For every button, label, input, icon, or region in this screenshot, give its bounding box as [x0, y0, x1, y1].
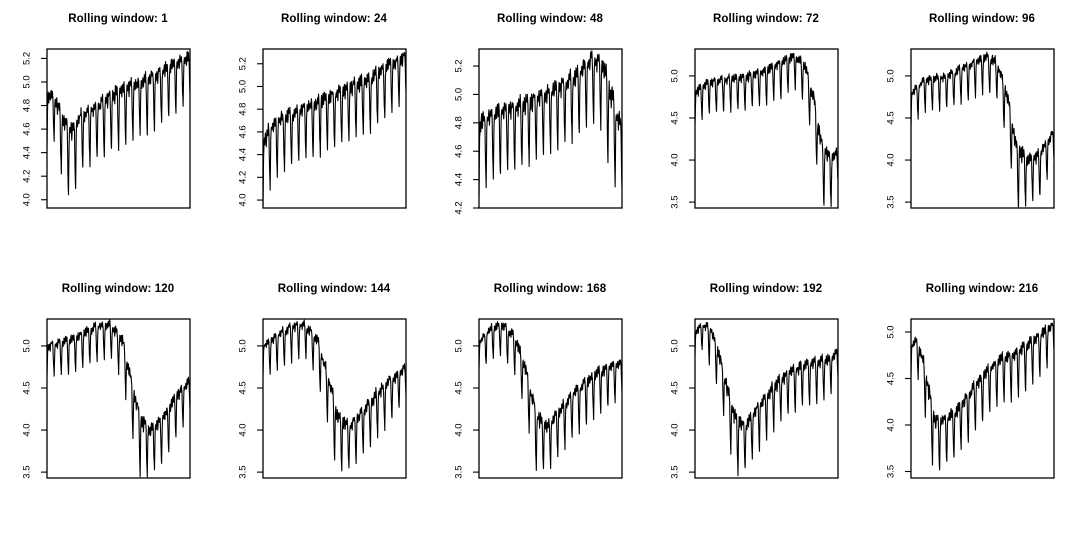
y-axis-tick-label: 4.8 — [22, 99, 33, 112]
y-axis-tick-label: 4.4 — [22, 146, 33, 159]
plot-box — [910, 48, 1055, 209]
panel-plot-area: 4.0 4.2 4.4 4.6 4.8 5.0 5.2 — [238, 48, 407, 209]
panel-rolling-window-144: Rolling window: 144 3.5 4.0 4.5 5.0 — [216, 270, 432, 540]
y-axis-tick-label: 4.0 — [238, 423, 249, 436]
y-axis-tick-label: 5.0 — [22, 339, 33, 352]
y-axis-tick-label: 3.5 — [886, 465, 897, 478]
y-axis-tick-label: 5.0 — [238, 339, 249, 352]
panel-plot-area: 3.5 4.0 4.5 5.0 — [886, 48, 1055, 209]
panel-plot-area: 4.0 4.2 4.4 4.6 4.8 5.0 5.2 — [22, 48, 191, 209]
panel-plot-area: 3.5 4.0 4.5 5.0 — [670, 318, 839, 479]
y-axis-tick-label: 5.0 — [670, 339, 681, 352]
y-axis-tick-label: 4.0 — [886, 418, 897, 431]
y-axis-tick-label: 5.0 — [22, 75, 33, 88]
panel-title: Rolling window: 144 — [277, 283, 391, 295]
y-axis-tick-label: 4.0 — [670, 423, 681, 436]
plot-box — [262, 318, 407, 479]
y-axis-tick-label: 4.4 — [454, 173, 465, 186]
series-line — [479, 50, 622, 199]
y-axis-tick-label: 4.0 — [238, 193, 249, 206]
y-axis-tick-label: 4.5 — [670, 111, 681, 124]
panel-plot-area: 3.5 4.0 4.5 5.0 — [238, 318, 407, 479]
y-axis-tick-label: 5.2 — [238, 57, 249, 70]
series-line — [47, 50, 190, 196]
panel-rolling-window-48: Rolling window: 48 4.2 4.4 4.6 4.8 5.0 5.2 — [432, 0, 648, 270]
panel-title: Rolling window: 216 — [925, 283, 1039, 295]
y-axis-tick-label: 4.5 — [238, 381, 249, 394]
panel-rolling-window-168: Rolling window: 168 3.5 4.0 4.5 5.0 — [432, 270, 648, 540]
y-axis-tick-label: 4.8 — [238, 103, 249, 116]
y-axis-tick-label: 3.5 — [886, 196, 897, 209]
y-axis-tick-label: 5.2 — [22, 52, 33, 65]
y-axis-tick-label: 5.0 — [238, 80, 249, 93]
panel-title: Rolling window: 168 — [493, 283, 607, 295]
y-axis-tick-label: 5.2 — [454, 59, 465, 72]
plot-box — [694, 48, 839, 209]
y-axis-tick-label: 4.0 — [22, 193, 33, 206]
y-axis-tick-label: 4.4 — [238, 148, 249, 161]
series-line — [479, 321, 622, 472]
panel-rolling-window-120: Rolling window: 120 3.5 4.0 4.5 5.0 — [0, 270, 216, 540]
plot-box — [478, 48, 623, 209]
y-axis-tick-label: 4.0 — [886, 153, 897, 166]
y-axis-tick-label: 4.6 — [454, 145, 465, 158]
panel-plot-area: 4.2 4.4 4.6 4.8 5.0 5.2 — [454, 48, 623, 215]
panel-plot-area: 3.5 4.0 4.5 5.0 — [22, 318, 191, 479]
panel-title: Rolling window: 120 — [61, 283, 175, 295]
y-axis-tick-label: 3.5 — [670, 466, 681, 479]
plot-box — [262, 48, 407, 209]
series-line — [911, 51, 1054, 208]
series-line — [263, 51, 406, 207]
panel-title: Rolling window: 48 — [497, 13, 603, 25]
y-axis-tick-label: 4.5 — [886, 111, 897, 124]
y-axis-tick-label: 5.0 — [454, 339, 465, 352]
y-axis-tick-label: 5.0 — [454, 88, 465, 101]
panel-rolling-window-192: Rolling window: 192 3.5 4.0 4.5 5.0 — [648, 270, 864, 540]
y-axis-tick-label: 4.5 — [22, 381, 33, 394]
y-axis-tick-label: 3.5 — [22, 466, 33, 479]
y-axis-tick-label: 4.0 — [670, 153, 681, 166]
panel-plot-area: 3.5 4.0 4.5 5.0 — [886, 318, 1055, 479]
panel-rolling-window-24: Rolling window: 24 4.0 4.2 4.4 4.6 4.8 5.0 5.2 — [216, 0, 432, 270]
y-axis-tick-label: 5.0 — [886, 325, 897, 338]
plot-box — [478, 318, 623, 479]
y-axis-tick-label: 4.5 — [454, 381, 465, 394]
y-axis-tick-label: 4.2 — [238, 171, 249, 184]
y-axis-tick-label: 3.5 — [238, 466, 249, 479]
y-axis-tick-label: 4.6 — [22, 122, 33, 135]
plot-box — [46, 318, 191, 479]
panel-title: Rolling window: 24 — [281, 13, 387, 25]
y-axis-tick-label: 4.5 — [886, 372, 897, 385]
series-line — [263, 319, 406, 472]
panel-rolling-window-72: Rolling window: 72 3.5 4.0 4.5 5.0 — [648, 0, 864, 270]
series-line — [911, 322, 1054, 471]
panel-plot-area: 3.5 4.0 4.5 5.0 — [454, 318, 623, 479]
y-axis-tick-label: 4.8 — [454, 116, 465, 129]
panel-rolling-window-216: Rolling window: 216 3.5 4.0 4.5 5.0 — [864, 270, 1080, 540]
y-axis-tick-label: 3.5 — [454, 466, 465, 479]
y-axis-tick-label: 4.2 — [22, 170, 33, 183]
y-axis-tick-label: 4.0 — [454, 423, 465, 436]
y-axis-tick-label: 4.0 — [22, 423, 33, 436]
y-axis-tick-label: 4.6 — [238, 125, 249, 138]
y-axis-tick-label: 4.5 — [670, 381, 681, 394]
plot-box — [694, 318, 839, 479]
y-axis-tick-label: 5.0 — [670, 69, 681, 82]
y-axis-tick-label: 4.2 — [454, 201, 465, 214]
panel-rolling-window-96: Rolling window: 96 3.5 4.0 4.5 5.0 — [864, 0, 1080, 270]
panel-title: Rolling window: 192 — [709, 283, 823, 295]
plot-box — [910, 318, 1055, 479]
y-axis-tick-label: 5.0 — [886, 69, 897, 82]
panel-plot-area: 3.5 4.0 4.5 5.0 — [670, 48, 839, 209]
series-line — [47, 319, 190, 478]
series-line — [695, 322, 838, 477]
panel-title: Rolling window: 72 — [713, 13, 819, 25]
panel-title: Rolling window: 96 — [929, 13, 1035, 25]
panel-title: Rolling window: 1 — [68, 13, 168, 25]
y-axis-tick-label: 3.5 — [670, 196, 681, 209]
series-line — [695, 52, 838, 208]
panel-rolling-window-1: Rolling window: 1 4.0 4.2 4.4 4.6 4.8 5.0 5.2 — [0, 0, 216, 270]
